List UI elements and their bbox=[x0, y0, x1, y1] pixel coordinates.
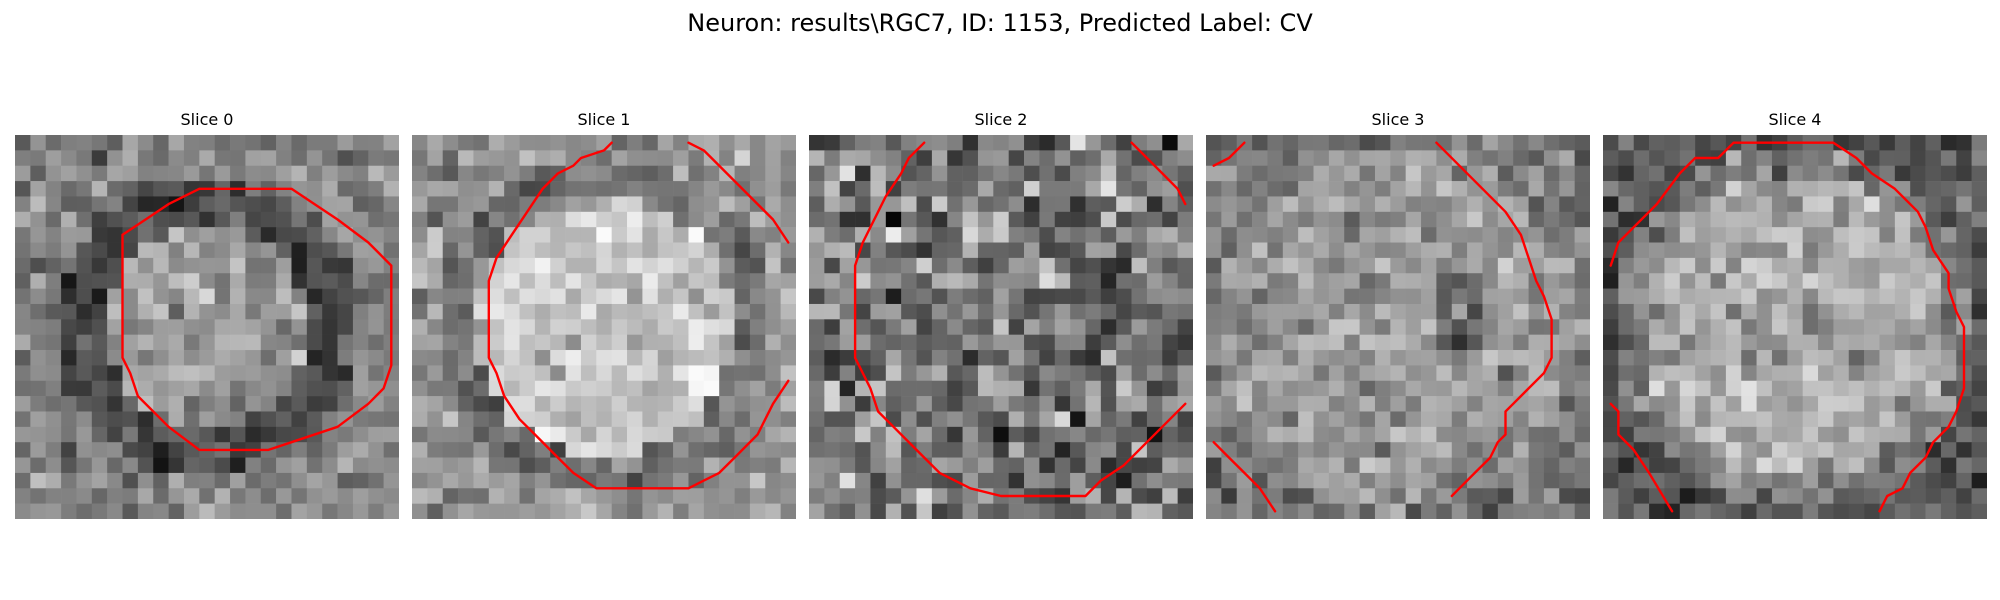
contour-line bbox=[853, 141, 1187, 498]
pixel-grid bbox=[1206, 135, 1590, 519]
contour-line bbox=[1435, 141, 1553, 498]
slice-image bbox=[1206, 135, 1590, 519]
pixel-grid bbox=[809, 135, 1193, 519]
slice-image bbox=[412, 135, 796, 519]
contour-line bbox=[1212, 141, 1246, 167]
slice-image bbox=[15, 135, 399, 519]
slice-title: Slice 3 bbox=[1371, 110, 1425, 129]
slice-image bbox=[1603, 135, 1987, 519]
contour-line bbox=[1609, 402, 1674, 513]
slice-title: Slice 1 bbox=[577, 110, 631, 129]
contour-line bbox=[1130, 141, 1187, 206]
slice-title: Slice 0 bbox=[180, 110, 234, 129]
contour-line bbox=[1212, 441, 1277, 513]
slice-title: Slice 4 bbox=[1768, 110, 1822, 129]
pixel-grid bbox=[412, 135, 796, 519]
figure-title: Neuron: results\RGC7, ID: 1153, Predicte… bbox=[687, 9, 1313, 37]
pixel-grid bbox=[15, 135, 399, 519]
contour-line bbox=[121, 187, 393, 452]
contour-line bbox=[1609, 141, 1966, 513]
pixel-grid bbox=[1603, 135, 1987, 519]
contour-line bbox=[687, 141, 790, 244]
slice-image bbox=[809, 135, 1193, 519]
contour-line bbox=[487, 141, 790, 490]
slice-title: Slice 2 bbox=[974, 110, 1028, 129]
